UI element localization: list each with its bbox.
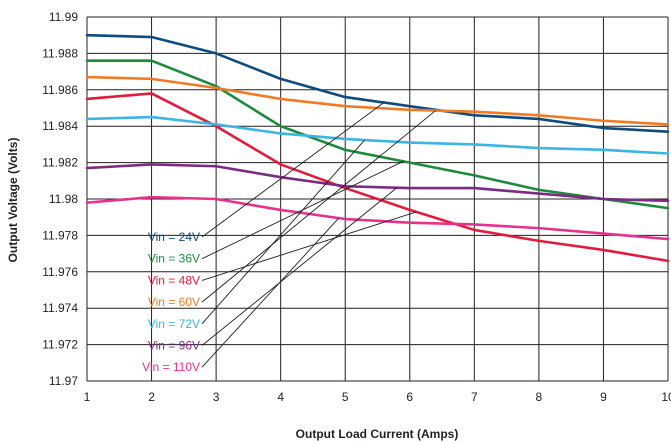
legend: Vin = 24V Vin = 36V Vin = 48V Vin = 60V Vin …: [142, 230, 200, 374]
x-tick-label: 9: [600, 390, 607, 404]
series-lines: [85, 33, 670, 263]
series-line-vin-72v: [85, 115, 670, 155]
legend-label: Vin = 96V: [148, 339, 200, 353]
x-tick-label: 5: [342, 390, 349, 404]
legend-leader-line: [201, 102, 385, 238]
series-line-vin-110v: [85, 195, 670, 241]
gridlines: [86, 16, 669, 382]
x-tick-label: 1: [84, 390, 91, 404]
legend-label: Vin = 48V: [148, 273, 200, 287]
y-tick-label: 11.976: [42, 265, 78, 279]
x-tick-label: 3: [213, 390, 220, 404]
y-tick-label: 11.99: [49, 10, 78, 24]
series-line-vin-36v: [85, 59, 670, 210]
y-axis-title: Output Voltage (Volts): [6, 138, 20, 263]
y-tick-label: 11.972: [42, 338, 78, 352]
legend-label: Vin = 36V: [148, 252, 200, 266]
legend-leader-line: [201, 139, 365, 325]
legend-label: Vin = 72V: [148, 317, 200, 331]
x-axis-tick-labels: 1 2 3 4 5 6 7 8 9 10: [84, 390, 671, 404]
y-tick-label: 11.982: [42, 156, 78, 170]
legend-leader-line: [201, 211, 417, 281]
series-line-vin-60v: [85, 75, 670, 126]
series-line-vin-24v: [85, 33, 670, 133]
legend-leader-line: [201, 110, 436, 303]
y-axis-tick-labels: 11.97 11.972 11.974 11.976 11.978 11.98 11.982…: [42, 10, 78, 388]
legend-label: Vin = 110V: [142, 360, 200, 374]
y-tick-label: 11.98: [49, 192, 78, 206]
y-tick-label: 11.986: [42, 83, 78, 97]
y-tick-label: 11.974: [42, 301, 78, 315]
y-tick-label: 11.984: [42, 119, 78, 133]
legend-label: Vin = 24V: [148, 230, 200, 244]
legend-leader-line: [201, 217, 340, 368]
y-tick-label: 11.988: [42, 46, 78, 60]
y-tick-label: 11.97: [49, 374, 78, 388]
legend-leader-lines: [201, 102, 436, 368]
x-tick-label: 7: [471, 390, 478, 404]
x-axis-title: Output Load Current (Amps): [296, 427, 459, 441]
y-tick-label: 11.978: [42, 228, 78, 242]
x-tick-label: 2: [148, 390, 155, 404]
legend-leader-line: [201, 187, 398, 346]
legend-label: Vin = 60V: [148, 295, 200, 309]
x-tick-label: 4: [277, 390, 284, 404]
x-tick-label: 8: [536, 390, 543, 404]
x-tick-label: 10: [661, 390, 671, 404]
x-tick-label: 6: [406, 390, 413, 404]
series-line-vin-96v: [85, 163, 670, 203]
series-line-vin-48v: [85, 92, 670, 263]
